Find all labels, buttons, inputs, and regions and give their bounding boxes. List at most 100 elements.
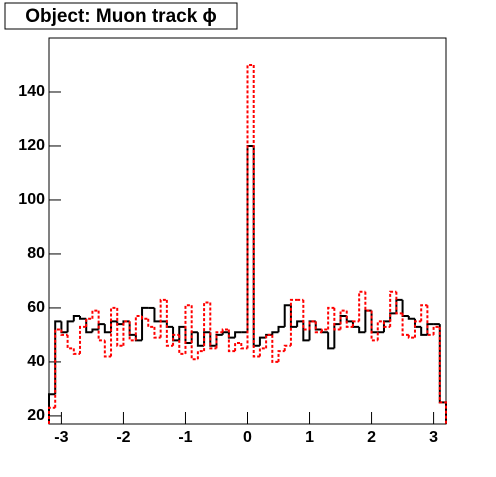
histogram-step (128, 321, 136, 342)
histogram-step (153, 326, 161, 339)
histogram-step (209, 332, 217, 347)
histogram-step (252, 64, 260, 358)
histogram-step (227, 329, 236, 353)
histogram-step (159, 298, 167, 338)
histogram-step (203, 331, 211, 346)
histogram-step (327, 306, 335, 330)
histogram-step (389, 312, 397, 322)
histogram-step (110, 306, 118, 357)
histogram-step (54, 328, 62, 408)
histogram-step (246, 63, 254, 349)
histogram-step (91, 309, 99, 319)
histogram-step (289, 298, 298, 346)
x-tick-label: -2 (116, 429, 130, 446)
histogram-step (79, 316, 87, 320)
y-tick-label: 60 (27, 299, 45, 316)
y-tick-label: 80 (27, 245, 45, 262)
histogram-step (432, 325, 440, 335)
histogram-step (48, 406, 56, 424)
x-tick-label: -1 (178, 429, 192, 446)
histogram-step (364, 309, 372, 333)
histogram-step (178, 334, 186, 355)
histogram-step (364, 291, 372, 312)
histogram-step (265, 333, 273, 349)
histogram-step (277, 325, 285, 333)
histogram-step (134, 334, 143, 342)
histogram-step (258, 347, 267, 357)
histogram-step (320, 328, 329, 333)
histogram-step (333, 307, 341, 331)
histogram-step (271, 334, 279, 363)
histogram-step (221, 328, 229, 333)
histogram-step (85, 317, 93, 327)
y-tick-label: 40 (27, 353, 45, 370)
x-tick-label: 3 (429, 429, 438, 446)
histogram-step (72, 348, 81, 355)
histogram-step (141, 316, 149, 320)
histogram-step (327, 332, 335, 350)
histogram-step (72, 315, 81, 322)
histogram-step (389, 290, 397, 327)
histogram-step (153, 307, 161, 323)
x-tick-label: 2 (367, 429, 376, 446)
title-box (4, 2, 238, 30)
y-tick-label: 120 (18, 137, 45, 154)
histogram-step (345, 310, 353, 328)
histogram-step (277, 350, 285, 362)
histogram-step (48, 393, 56, 424)
x-tick-label: 0 (243, 429, 252, 446)
chart-title: Object: Muon track ϕ (25, 6, 217, 27)
histogram-step (128, 321, 136, 336)
y-tick-label: 140 (18, 83, 45, 100)
histogram-step (296, 320, 304, 327)
histogram-step (79, 325, 87, 354)
histogram-step (165, 299, 174, 347)
histogram-step (376, 320, 384, 341)
histogram-step (339, 309, 347, 330)
histogram-step (438, 326, 447, 424)
histogram-step (420, 304, 428, 322)
histogram-step (91, 328, 99, 333)
x-tick-label: 1 (305, 429, 314, 446)
histogram-step (203, 301, 211, 352)
y-tick-label: 20 (27, 407, 45, 424)
histogram-step (66, 334, 74, 350)
histogram-step (60, 329, 68, 336)
histogram-step (407, 316, 415, 320)
histogram-step (184, 304, 192, 354)
histogram-step (283, 344, 291, 352)
histogram-step (196, 332, 205, 347)
x-tick-label: -3 (54, 429, 68, 446)
histogram-step (234, 331, 242, 338)
histogram-step (339, 315, 347, 325)
histogram-step (395, 291, 403, 315)
histogram-step (382, 321, 391, 328)
histogram-step (221, 331, 229, 335)
histogram-step (283, 304, 291, 327)
histogram-step (103, 340, 112, 358)
histogram-step (314, 321, 322, 334)
y-tick-label: 100 (18, 191, 45, 208)
histogram-step (103, 324, 112, 334)
histogram-step (240, 343, 248, 350)
histogram-step (234, 342, 242, 352)
histogram-step (209, 302, 217, 350)
histogram-step (308, 320, 316, 330)
histogram-step (66, 320, 74, 333)
histogram-step (358, 326, 366, 334)
histogram-step (413, 320, 422, 338)
histogram-step (420, 326, 428, 336)
histogram-step (289, 305, 298, 328)
histogram-step (147, 318, 155, 328)
histogram-step (401, 313, 409, 336)
histogram-step (215, 331, 223, 349)
histogram-step (190, 305, 198, 361)
histogram-step (141, 306, 149, 341)
histogram-step (116, 307, 124, 347)
histogram-step (85, 318, 93, 334)
histogram-step (407, 334, 415, 339)
histogram-step (196, 350, 205, 360)
histogram-step (227, 332, 236, 339)
histogram-step (172, 333, 180, 346)
histogram-step (258, 336, 267, 346)
